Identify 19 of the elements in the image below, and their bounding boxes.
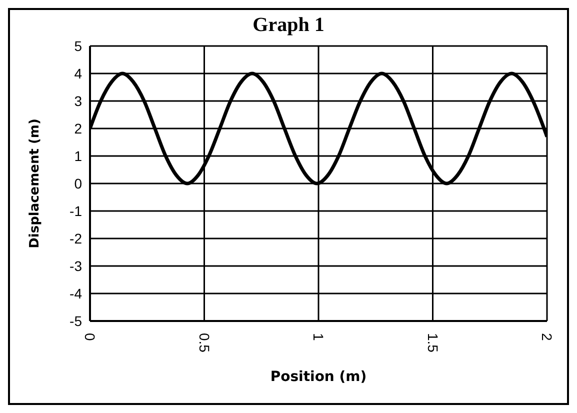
y-tick-label: 5	[74, 38, 82, 54]
y-tick-label: -4	[70, 285, 82, 302]
y-axis-title: Displacement (m)	[28, 118, 43, 248]
y-tick-label: 4	[74, 65, 82, 82]
x-tick-label: 0.5	[196, 333, 212, 353]
y-tick-label: 3	[74, 92, 82, 109]
x-tick-label: 0	[82, 333, 98, 341]
x-tick-label: 2	[539, 333, 555, 341]
y-tick-label: -3	[70, 258, 82, 274]
x-tick-label: 1	[310, 333, 326, 341]
y-tick-label: 1	[74, 148, 82, 164]
y-tick-label: -1	[70, 202, 82, 219]
y-tick-label: 0	[74, 175, 82, 192]
x-tick-label: 1.5	[424, 333, 441, 353]
y-tick-label: -5	[70, 312, 82, 329]
chart-title: Graph 1	[252, 14, 326, 36]
y-tick-label: 2	[74, 120, 82, 136]
y-tick-label: -2	[70, 230, 82, 246]
x-axis-title: Position (m)	[270, 369, 367, 385]
